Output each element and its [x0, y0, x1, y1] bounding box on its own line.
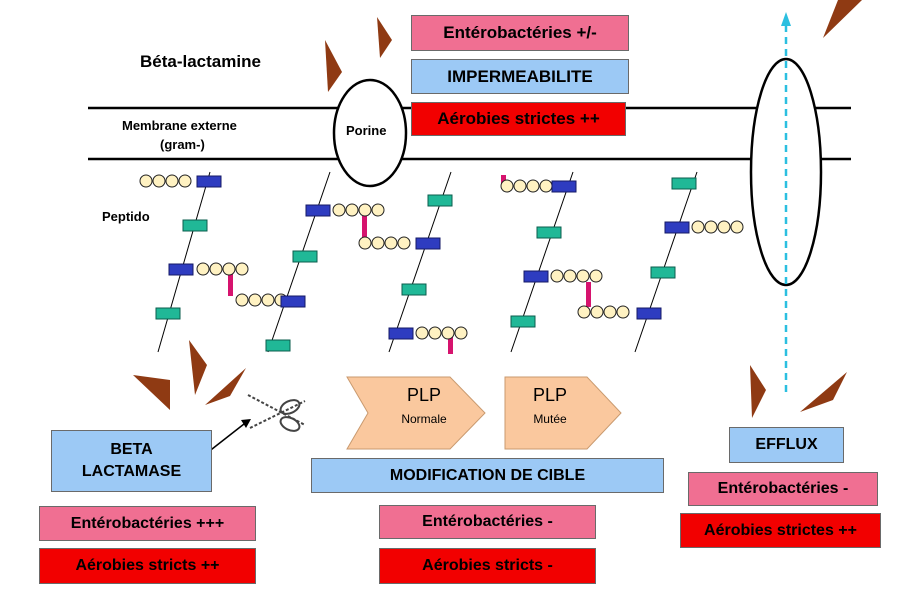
impermeabilite-box: IMPERMEABILITE	[411, 59, 629, 94]
lactamase-enterobacteries-box: Entérobactéries +++	[39, 506, 256, 541]
beta-lactamase-line2: LACTAMASE	[81, 463, 182, 480]
efflux-box: EFFLUX	[729, 427, 844, 463]
beta-lactamine-label: Béta-lactamine	[140, 52, 261, 71]
lactamase-aerobies-box: Aérobies stricts ++	[39, 548, 256, 584]
efflux-arrowhead	[781, 12, 791, 26]
membrane-label-line1: Membrane externe	[122, 118, 237, 133]
peptido-label: Peptido	[102, 209, 150, 224]
peptidoglycan-layer	[139, 171, 744, 354]
scissors-icon	[247, 394, 306, 432]
top-enterobacteries-box: Entérobactéries +/-	[411, 15, 629, 51]
plp-normale-shape	[346, 376, 486, 450]
efflux-enterobacteries-box: Entérobactéries -	[688, 472, 878, 506]
porine-label: Porine	[346, 123, 387, 138]
top-aerobies-box: Aérobies strictes ++	[411, 102, 626, 136]
lactamase-arrowhead	[241, 419, 251, 428]
beta-lactamase-line1: BETA	[110, 441, 153, 458]
plp-mutee-sub: Mutée	[533, 412, 567, 426]
plp-normale-sub: Normale	[401, 412, 447, 426]
plp-mutee-title: PLP	[532, 385, 568, 405]
modification-enterobacteries-box: Entérobactéries -	[379, 505, 596, 539]
porine-channel	[332, 78, 408, 188]
plp-mutee-shape	[504, 376, 622, 450]
beta-lactamase-box: BETA LACTAMASE	[51, 430, 212, 492]
modification-aerobies-box: Aérobies stricts -	[379, 548, 596, 584]
plp-normale-title: PLP	[406, 385, 442, 405]
membrane-label-line2: (gram-)	[160, 137, 205, 152]
modification-cible-box: MODIFICATION DE CIBLE	[311, 458, 664, 493]
efflux-aerobies-box: Aérobies strictes ++	[680, 513, 881, 548]
antibiotic-wedge-icon	[133, 0, 862, 418]
